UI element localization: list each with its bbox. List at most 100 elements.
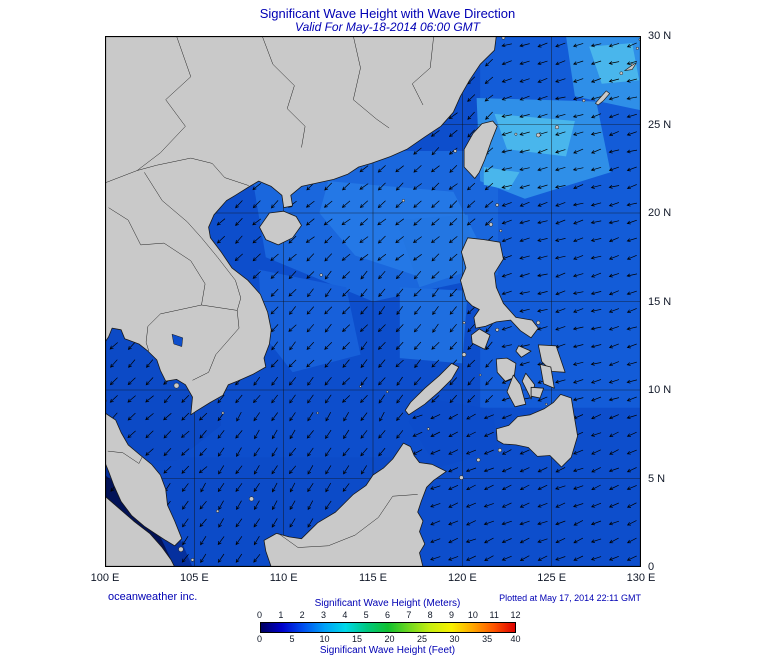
lat-tick-label: 15 N [648, 295, 672, 308]
meters-tick-label: 6 [384, 610, 391, 620]
small-island [630, 63, 634, 66]
sea-patch-taiwan-cyan-2 [483, 167, 520, 190]
land-palawan [404, 362, 460, 416]
small-island [453, 149, 457, 153]
small-island [462, 321, 466, 325]
wave-height-map [105, 36, 641, 567]
map-valid-time: Valid For May-18-2014 06:00 GMT [295, 20, 480, 34]
small-island [499, 229, 503, 233]
map-frame [105, 36, 641, 567]
latitude-axis: 30 N 25 N 20 N 15 N 10 N 5 N 0 [648, 30, 693, 573]
legend-meters-ticks: 0 1 2 3 4 5 6 7 8 9 10 11 12 [256, 610, 521, 621]
border-china-province-3 [353, 36, 390, 129]
lon-tick-label: 125 E [537, 572, 567, 584]
small-island [582, 99, 586, 103]
land-mindanao [495, 393, 579, 468]
feet-tick-label: 10 [319, 634, 330, 644]
sea-patch-luzon-west-light [396, 214, 474, 288]
land-mainland-asia [105, 36, 497, 416]
small-island [316, 411, 319, 415]
frame-layer [105, 36, 641, 567]
meters-tick-label: 10 [467, 610, 478, 620]
meters-tick-label: 8 [427, 610, 433, 620]
feet-tick-label: 40 [510, 634, 521, 644]
meters-tick-label: 1 [278, 610, 284, 620]
small-island [495, 327, 500, 332]
land-layer [105, 36, 641, 567]
border-malaysia-indonesia [278, 494, 418, 548]
feet-tick-label: 35 [482, 634, 493, 644]
land-malay-peninsula [105, 412, 183, 547]
lat-tick-label: 5 N [648, 472, 666, 485]
lon-tick-label: 105 E [179, 572, 209, 584]
land-negros [506, 374, 527, 408]
legend-title-meters: Significant Wave Height (Meters) [314, 598, 461, 609]
small-island [359, 385, 362, 388]
feet-tick-label: 25 [417, 634, 428, 644]
small-island [249, 496, 254, 502]
small-island [635, 46, 639, 50]
plotted-timestamp: Plotted at May 17, 2014 22:11 GMT [499, 593, 641, 603]
land-mindoro [470, 328, 491, 350]
feet-tick-label: 0 [256, 634, 263, 644]
small-island [221, 411, 225, 415]
border-laos-vietnam [144, 172, 242, 311]
small-island [461, 352, 467, 357]
small-island [488, 222, 493, 227]
border-china-province-1 [137, 36, 192, 171]
longitude-axis: 100 E 105 E 110 E 115 E 120 E 125 E 130 E [91, 572, 656, 586]
small-island [426, 427, 430, 431]
meters-tick-label: 2 [299, 610, 305, 620]
small-island [178, 546, 184, 552]
feet-tick-label: 30 [449, 634, 460, 644]
small-island [545, 402, 548, 406]
small-island [497, 448, 502, 453]
small-island [386, 390, 389, 394]
small-island [536, 132, 541, 138]
land-bohol [530, 386, 545, 399]
small-island [216, 509, 220, 513]
lat-tick-label: 25 N [648, 118, 672, 131]
border-thailand-cambodia [145, 326, 150, 352]
border-layer [105, 36, 434, 548]
land-luzon [460, 237, 539, 339]
small-island [190, 558, 195, 562]
small-island [495, 203, 499, 207]
border-thailand-laos [108, 207, 206, 306]
meters-tick-label: 9 [448, 610, 455, 620]
meters-tick-label: 3 [320, 610, 327, 620]
meters-tick-label: 11 [489, 610, 499, 620]
sea-patch-vietnam-offshore [258, 269, 361, 373]
land-taiwan [463, 120, 498, 179]
small-island [478, 373, 482, 377]
wave-direction-arrows [109, 42, 638, 564]
land-sumatra [105, 495, 176, 567]
meters-tick-label: 0 [256, 610, 263, 620]
border-china-province-2 [261, 36, 306, 148]
meters-tick-label: 4 [342, 610, 348, 620]
land-samar [537, 344, 566, 373]
small-island [401, 199, 405, 203]
lake-tonle-sap [171, 333, 183, 347]
map-canvas [105, 36, 641, 567]
legend-title-feet: Significant Wave Height (Feet) [319, 645, 456, 656]
lon-tick-label: 130 E [626, 572, 656, 584]
feet-tick-label: 15 [352, 634, 363, 644]
wave-height-legend: Significant Wave Height (Meters) 0 1 2 3 4 5 6… [228, 598, 548, 657]
lon-tick-label: 120 E [447, 572, 477, 584]
oceanweather-credit: oceanweather inc. [108, 591, 198, 603]
land-borneo [263, 442, 447, 567]
border-china-vietnam [105, 157, 249, 186]
lon-tick-label: 115 E [359, 572, 387, 584]
meters-tick-label: 7 [406, 610, 412, 620]
lon-tick-label: 110 E [269, 572, 298, 584]
small-island [554, 125, 560, 130]
legend-feet-ticks: 0 5 10 15 20 25 30 35 40 [256, 634, 521, 645]
lat-tick-label: 20 N [648, 207, 672, 219]
small-island [459, 475, 464, 480]
small-island [319, 273, 323, 277]
meters-tick-label: 5 [363, 610, 369, 620]
colorbar [259, 622, 516, 633]
feet-tick-label: 20 [384, 634, 395, 644]
